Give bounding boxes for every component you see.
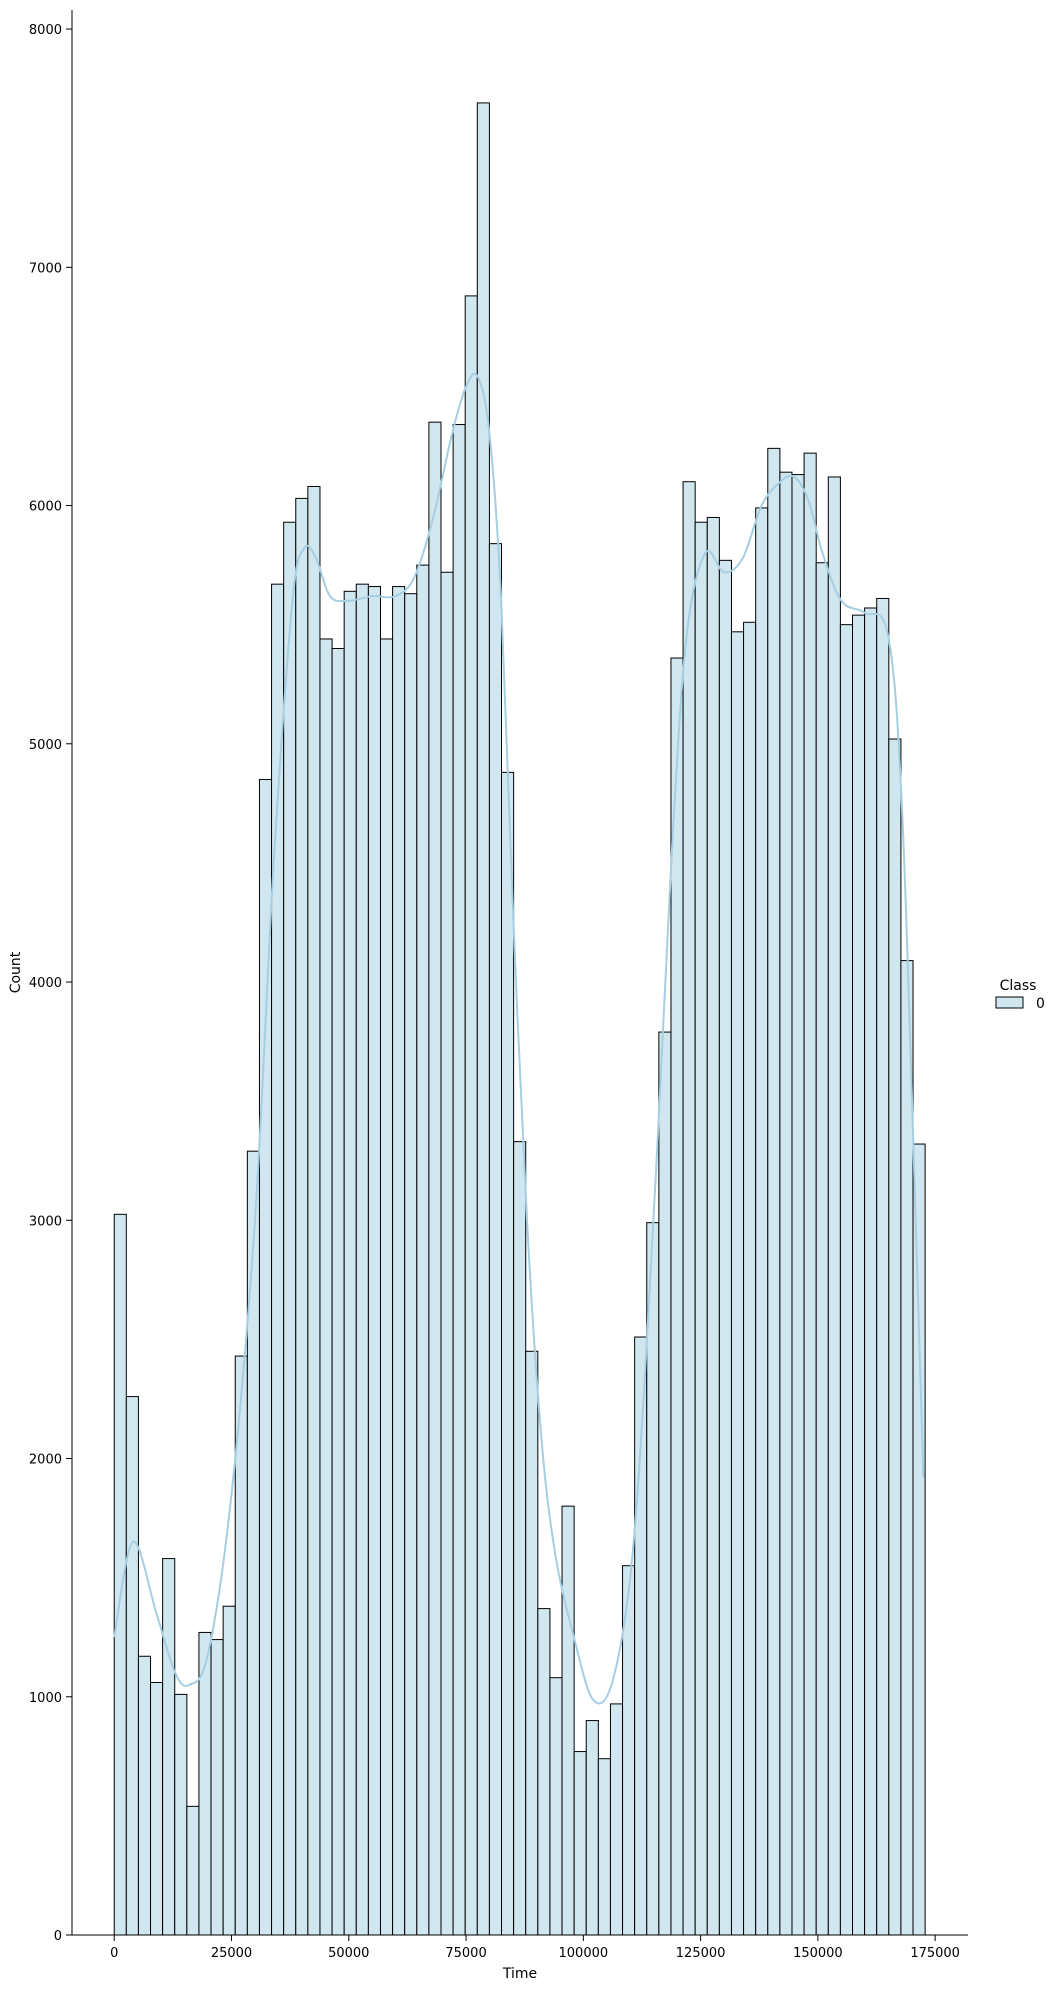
- histogram-bar: [452, 424, 466, 1936]
- histogram-bar: [392, 586, 406, 1936]
- histogram-bar: [585, 1720, 599, 1936]
- x-tick-label: 0: [110, 1946, 118, 1961]
- histogram-bar: [331, 647, 345, 1936]
- histogram-bar: [827, 476, 841, 1936]
- y-tick-label: 6000: [29, 500, 62, 515]
- histogram-bar: [718, 559, 732, 1936]
- x-tick-label: 150000: [793, 1946, 843, 1961]
- y-tick-label: 1000: [29, 1691, 62, 1706]
- histogram-bar: [646, 1222, 660, 1936]
- histogram-bar: [379, 638, 394, 1936]
- histogram-bar: [876, 597, 890, 1936]
- y-tick-label: 8000: [29, 23, 62, 38]
- histogram-bar: [283, 521, 297, 1936]
- histogram-bar: [222, 1605, 236, 1936]
- histogram-bar: [162, 1558, 176, 1936]
- y-tick-label: 2000: [29, 1453, 62, 1468]
- histogram-bar: [658, 1031, 672, 1936]
- histogram-bar: [755, 507, 769, 1936]
- histogram-bar: [900, 960, 914, 1936]
- y-tick-label: 4000: [29, 976, 62, 991]
- x-axis-label: Time: [502, 1966, 537, 1982]
- histogram-bar: [791, 474, 805, 1936]
- histogram-bar: [307, 485, 321, 1936]
- histogram-bar: [852, 614, 866, 1936]
- histogram-bar: [730, 631, 745, 1936]
- histogram-bar: [597, 1758, 611, 1936]
- x-tick-label: 100000: [559, 1946, 609, 1961]
- histogram-bar: [319, 638, 333, 1936]
- histogram-bar: [912, 1143, 926, 1936]
- x-tick-label: 25000: [211, 1946, 252, 1961]
- histogram-bar: [295, 497, 309, 1936]
- histogram-bar: [174, 1693, 188, 1936]
- histogram-bar: [501, 771, 515, 1936]
- x-tick-label: 50000: [328, 1946, 369, 1961]
- histogram-bar: [246, 1150, 260, 1936]
- legend-title: Class: [1000, 978, 1037, 994]
- histogram-bar: [525, 1350, 539, 1936]
- legend-swatch-0: [995, 996, 1024, 1009]
- histogram-bar: [561, 1505, 575, 1936]
- histogram-bar: [706, 516, 720, 1936]
- histogram-bar: [367, 586, 381, 1936]
- axes: 0 1000 2000 3000 4000 5000 6000 7000 8000 0 25000 5…: [29, 10, 968, 1961]
- histogram-bar: [428, 421, 442, 1936]
- legend-entry-0: 0: [1036, 996, 1045, 1012]
- histogram-bar: [743, 621, 757, 1936]
- histogram-bar: [137, 1655, 152, 1936]
- histogram-bar: [125, 1396, 139, 1936]
- histogram-bar: [186, 1805, 200, 1936]
- histogram-bar: [779, 471, 793, 1936]
- y-tick-label: 7000: [29, 261, 62, 276]
- histogram-bar: [803, 452, 817, 1936]
- histogram-bar: [150, 1681, 164, 1936]
- y-axis-label: Count: [8, 951, 24, 993]
- histogram-bar: [815, 562, 829, 1936]
- x-tick-label: 175000: [910, 1946, 960, 1961]
- y-tick-label: 0: [54, 1929, 62, 1944]
- y-tick-label: 5000: [29, 738, 62, 753]
- histogram-bar: [573, 1751, 587, 1936]
- histogram-bar: [888, 738, 902, 1936]
- y-tick-label: 3000: [29, 1214, 62, 1229]
- histogram-bar: [464, 295, 478, 1936]
- x-tick-label: 75000: [445, 1946, 486, 1961]
- histogram-bar: [864, 607, 878, 1936]
- histogram-bar: [488, 543, 503, 1936]
- histogram-bar: [404, 593, 418, 1936]
- histogram-bar: [682, 481, 696, 1936]
- histogram-bar: [609, 1703, 624, 1936]
- histogram-bar: [634, 1336, 648, 1936]
- histogram-bar: [355, 583, 369, 1936]
- histogram-bar: [549, 1677, 563, 1936]
- histogram-bar: [210, 1639, 224, 1936]
- histogram-bar: [440, 571, 454, 1936]
- kde-curve: [113, 372, 925, 1705]
- histogram-bar: [343, 590, 357, 1936]
- histogram-bar: [839, 624, 854, 1936]
- histogram-bar: [416, 564, 430, 1936]
- histogram-bar: [537, 1608, 551, 1936]
- x-tick-label: 125000: [676, 1946, 726, 1961]
- histogram-bars: [113, 102, 926, 1936]
- histogram-bar: [513, 1141, 527, 1936]
- legend: Class 0: [995, 978, 1045, 1012]
- histogram-bar: [767, 447, 781, 1936]
- histogram-bar: [694, 521, 708, 1936]
